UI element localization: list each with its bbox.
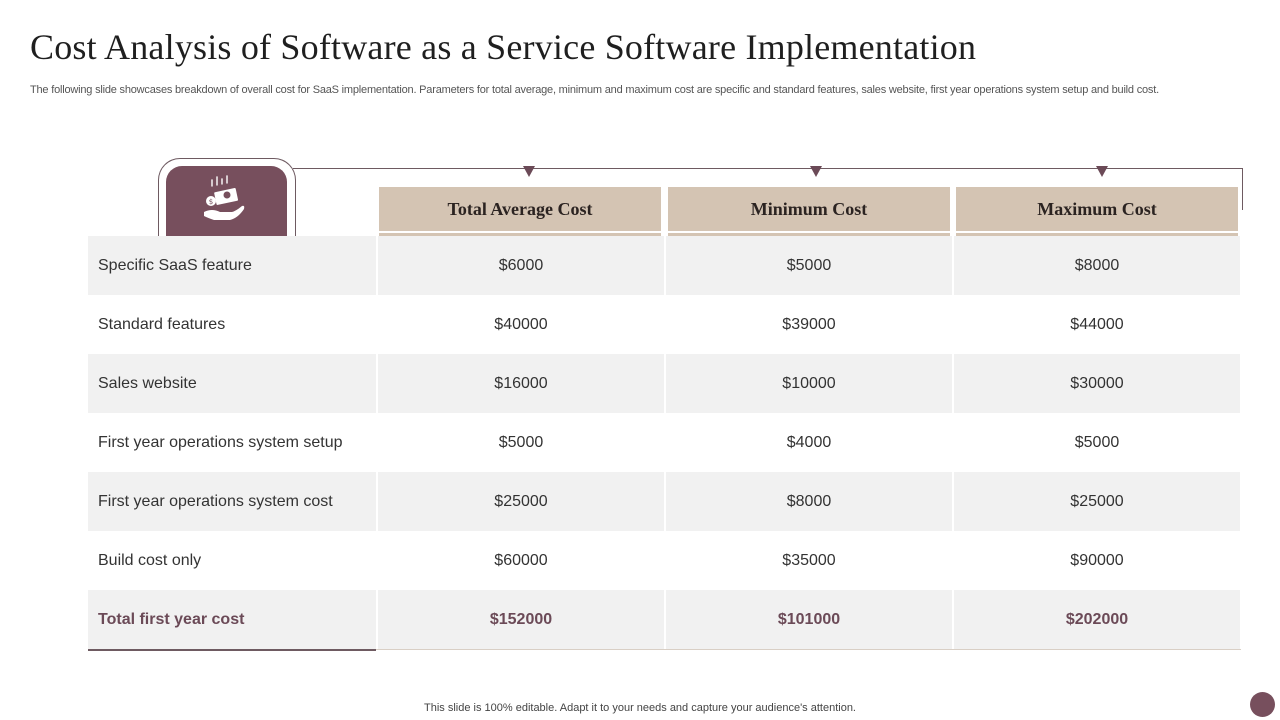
cell-minimum: $35000 [664,531,952,590]
header-underline [379,233,661,236]
cell-total-average: $40000 [376,295,664,354]
decorative-dot [1250,692,1275,717]
table-row: First year operations system cost $25000… [88,472,1241,531]
cell-maximum: $30000 [952,354,1240,413]
arrow-down-icon [1096,166,1108,177]
slide-title: Cost Analysis of Software as a Service S… [30,27,977,67]
table-row: First year operations system setup $5000… [88,413,1241,472]
svg-text:$: $ [209,198,213,206]
cell-maximum: $25000 [952,472,1240,531]
total-maximum-value: $202000 [952,590,1240,649]
row-label: Standard features [98,315,226,333]
row-label: Specific SaaS feature [88,236,376,295]
header-underline [668,233,950,236]
column-header-minimum: Minimum Cost [668,187,950,231]
icon-badge: $ [166,166,287,236]
cell-minimum: $39000 [664,295,952,354]
arrow-down-icon [810,166,822,177]
cell-minimum: $10000 [664,354,952,413]
row-label: Sales website [88,354,376,413]
header-underline [956,233,1238,236]
cell-total-average: $25000 [376,472,664,531]
column-header-maximum: Maximum Cost [956,187,1238,231]
row-label: First year operations system cost [88,472,376,531]
cell-maximum: $90000 [952,531,1240,590]
total-minimum-value: $101000 [664,590,952,649]
row-label: First year operations system setup [98,433,343,451]
table-row: Standard features $40000 $39000 $44000 [88,295,1241,354]
total-row: Total first year cost $152000 $101000 $2… [88,590,1241,650]
table-row: Build cost only $60000 $35000 $90000 [88,531,1241,590]
cost-table: Specific SaaS feature $6000 $5000 $8000 … [88,236,1241,650]
cell-minimum: $8000 [664,472,952,531]
cell-maximum: $8000 [952,236,1240,295]
header-connector-line [293,168,1243,210]
cell-maximum: $44000 [952,295,1240,354]
cell-total-average: $60000 [376,531,664,590]
arrow-down-icon [523,166,535,177]
cell-total-average: $5000 [376,413,664,472]
cell-total-average: $16000 [376,354,664,413]
column-header-total-average: Total Average Cost [379,187,661,231]
cell-total-average: $6000 [376,236,664,295]
row-label: Build cost only [98,551,202,569]
cell-maximum: $5000 [952,413,1240,472]
total-row-label: Total first year cost [88,590,376,649]
total-average-value: $152000 [376,590,664,649]
slide-footer: This slide is 100% editable. Adapt it to… [424,702,856,714]
money-in-hand-icon: $ [204,175,245,220]
slide-subtitle: The following slide showcases breakdown … [30,84,1159,96]
table-row: Specific SaaS feature $6000 $5000 $8000 [88,236,1241,295]
table-row: Sales website $16000 $10000 $30000 [88,354,1241,413]
cell-minimum: $5000 [664,236,952,295]
cell-minimum: $4000 [664,413,952,472]
total-label-underline [88,649,376,651]
